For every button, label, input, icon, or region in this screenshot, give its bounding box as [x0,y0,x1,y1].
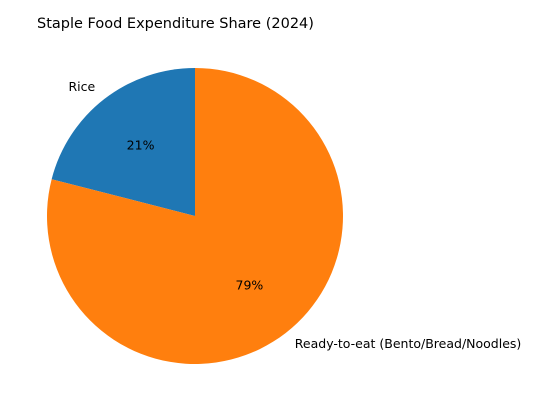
pie-slices [46,68,344,365]
slice-category-label-1: Ready-to-eat (Bento/Bread/Noodles) [295,336,522,351]
slice-category-label-0: Rice [68,79,95,94]
pie-slice-0 [51,68,196,216]
slice-percent-label-0: 21% [127,137,155,152]
slice-percent-label-1: 79% [236,278,264,293]
pie-labels: 21% Rice 79% Ready-to-eat (Bento/Bread/Nood… [68,79,521,351]
chart-title: Staple Food Expenditure Share (2024) [37,16,314,32]
pie-slice-1 [46,68,344,365]
